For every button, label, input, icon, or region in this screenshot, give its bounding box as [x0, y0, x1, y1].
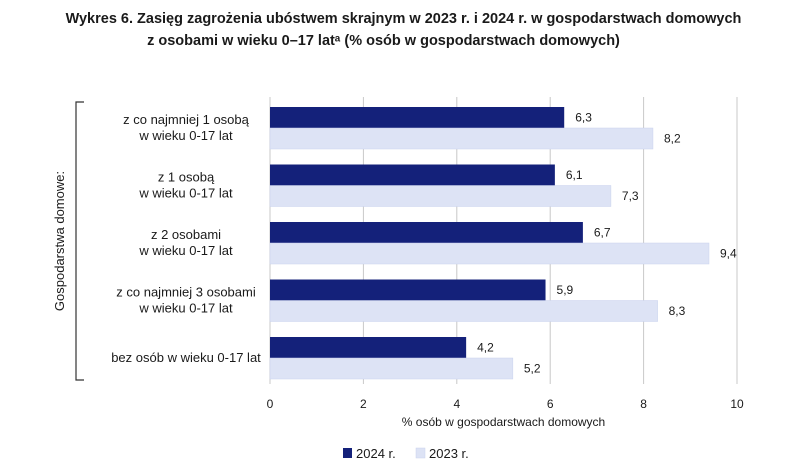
bar-2023	[269, 357, 514, 380]
category-label: w wieku 0-17 lat	[138, 128, 233, 143]
category-label: w wieku 0-17 lat	[138, 186, 233, 201]
x-tick-label: 8	[640, 397, 647, 411]
x-tick-label: 10	[730, 397, 744, 411]
group-bracket	[75, 101, 84, 381]
bar-2023	[269, 242, 710, 265]
data-label: 4,2	[477, 341, 494, 355]
data-label: 8,3	[669, 304, 686, 318]
x-tick-label: 6	[547, 397, 554, 411]
bar-2024	[270, 164, 555, 186]
data-label: 6,3	[575, 111, 592, 125]
x-tick-label: 0	[267, 397, 274, 411]
x-axis: 0 2 4 6 8 10 % osób w gospodarstwach domowych	[267, 397, 744, 429]
data-label: 5,2	[524, 362, 541, 376]
legend-label: 2023 r.	[429, 446, 469, 461]
category-label: w wieku 0-17 lat	[138, 243, 233, 258]
data-label: 6,1	[566, 168, 583, 182]
category-label: z 2 osobami	[151, 227, 221, 242]
bar-2024	[270, 222, 583, 243]
data-label: 8,2	[664, 132, 681, 146]
x-axis-label: % osób w gospodarstwach domowych	[402, 415, 605, 429]
legend-swatch	[415, 447, 426, 459]
bar-2023	[269, 185, 612, 207]
legend-label: 2024 r.	[356, 446, 396, 461]
bar-2024	[270, 337, 467, 358]
bar-2023	[269, 127, 654, 150]
bar-2024	[270, 107, 565, 128]
data-label: 6,7	[594, 226, 611, 240]
bars: 6,3 8,2 6,1 7,3 6,7 9,4 5,9 8,3 4,2 5,2	[269, 107, 737, 380]
data-label: 9,4	[720, 247, 737, 261]
category-label: z 1 osobą	[158, 170, 215, 185]
legend-swatch	[343, 448, 352, 458]
title-line-1: Wykres 6. Zasięg zagrożenia ubóstwem skr…	[65, 11, 742, 27]
category-label: z co najmniej 3 osobami	[116, 285, 256, 300]
category-label: z co najmniej 1 osobą	[123, 112, 250, 127]
data-label: 5,9	[557, 283, 574, 297]
category-label: w wieku 0-17 lat	[138, 301, 233, 316]
chart-title: Wykres 6. Zasięg zagrożenia ubóstwem skr…	[0, 8, 807, 52]
bar-2023	[269, 300, 658, 322]
x-tick-label: 2	[360, 397, 367, 411]
x-tick-label: 4	[453, 397, 460, 411]
legend: 2024 r. 2023 r.	[343, 446, 469, 461]
group-label: Gospodarstwa domowe:	[52, 171, 67, 311]
category-label: bez osób w wieku 0-17 lat	[111, 350, 261, 365]
title-line-2: z osobami w wieku 0–17 latᵃ (% osób w go…	[147, 33, 620, 49]
bar-2024	[270, 279, 546, 301]
data-label: 7,3	[622, 189, 639, 203]
